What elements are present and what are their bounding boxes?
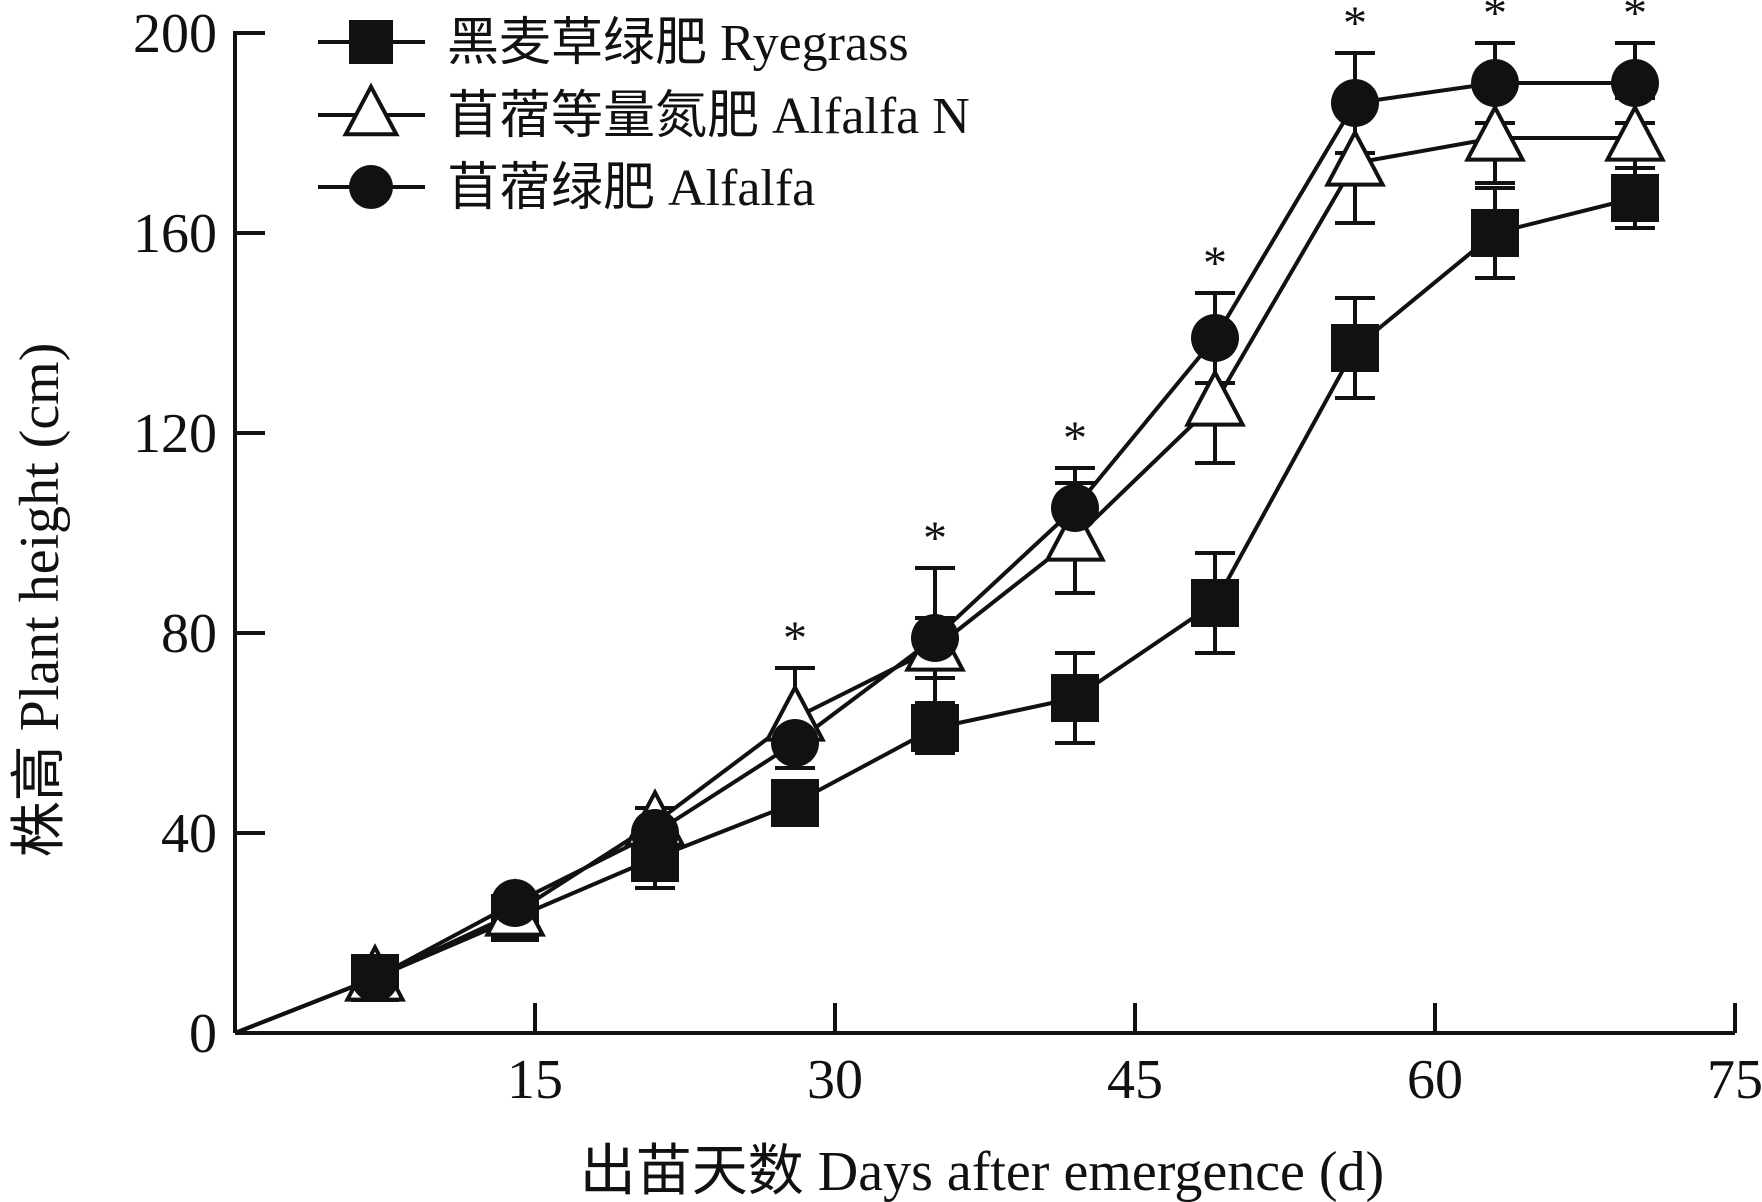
marker-open-triangle <box>1044 503 1106 562</box>
legend-label: 黑麦草绿肥 Ryegrass <box>447 15 909 72</box>
legend-item: 黑麦草绿肥 Ryegrass <box>318 15 909 72</box>
marker-filled-circle <box>1331 79 1379 127</box>
marker-filled-circle <box>351 954 399 1002</box>
marker-open-triangle <box>1184 368 1246 427</box>
significance-star: * <box>923 512 947 565</box>
marker-open-triangle <box>1324 128 1386 187</box>
marker-filled-square <box>771 779 819 827</box>
marker-filled-circle <box>491 879 539 927</box>
x-tick-label: 30 <box>807 1049 863 1111</box>
legend-item: 苜蓿等量氮肥 Alfalfa N <box>318 82 970 145</box>
legend-label: 苜蓿等量氮肥 Alfalfa N <box>447 88 970 145</box>
x-axis-label: 出苗天数 Days after emergence (d) <box>580 1141 1384 1202</box>
marker-open-triangle <box>1604 103 1666 162</box>
y-axis-label: 株高 Plant height (cm) <box>9 343 71 858</box>
marker-filled-square <box>911 704 959 752</box>
marker-filled-circle <box>631 809 679 857</box>
legend-marker-filled-square <box>349 20 393 64</box>
marker-open-triangle <box>1464 103 1526 162</box>
marker-filled-circle <box>1471 59 1519 107</box>
marker-filled-square <box>1331 324 1379 372</box>
legend-marker-filled-circle <box>349 165 393 209</box>
significance-markers: * * * * * * * <box>783 0 1647 665</box>
axes <box>233 31 1735 1035</box>
marker-filled-circle <box>771 719 819 767</box>
legend: 黑麦草绿肥 Ryegrass 苜蓿等量氮肥 Alfalfa N 苜蓿绿肥 Alfal… <box>318 15 970 217</box>
legend-marker-open-triangle <box>342 82 400 137</box>
significance-star: * <box>783 612 807 665</box>
significance-star: * <box>1343 0 1367 50</box>
y-tick-label: 80 <box>161 603 217 665</box>
x-tick-label: 15 <box>507 1049 563 1111</box>
x-tick-label: 45 <box>1107 1049 1163 1111</box>
significance-star: * <box>1063 412 1087 465</box>
legend-label: 苜蓿绿肥 Alfalfa <box>447 160 815 217</box>
marker-filled-square <box>1471 209 1519 257</box>
series-markers <box>344 59 1666 1002</box>
ticks: 0 40 80 120 160 200 15 30 45 60 75 <box>133 3 1762 1111</box>
marker-filled-circle <box>911 614 959 662</box>
x-tick-label: 75 <box>1707 1049 1762 1111</box>
y-tick-label: 160 <box>133 203 217 265</box>
x-tick-label: 60 <box>1407 1049 1463 1111</box>
marker-filled-circle <box>1051 484 1099 532</box>
marker-filled-square <box>1611 174 1659 222</box>
marker-filled-circle <box>1611 59 1659 107</box>
y-tick-label: 200 <box>133 3 217 65</box>
marker-filled-square <box>1051 674 1099 722</box>
significance-star: * <box>1203 237 1227 290</box>
y-tick-label: 0 <box>189 1003 217 1065</box>
y-tick-label: 40 <box>161 803 217 865</box>
marker-filled-square <box>1191 579 1239 627</box>
legend-item: 苜蓿绿肥 Alfalfa <box>318 160 815 217</box>
significance-star: * <box>1623 0 1647 40</box>
marker-filled-circle <box>1191 314 1239 362</box>
y-tick-label: 120 <box>133 403 217 465</box>
significance-star: * <box>1483 0 1507 40</box>
